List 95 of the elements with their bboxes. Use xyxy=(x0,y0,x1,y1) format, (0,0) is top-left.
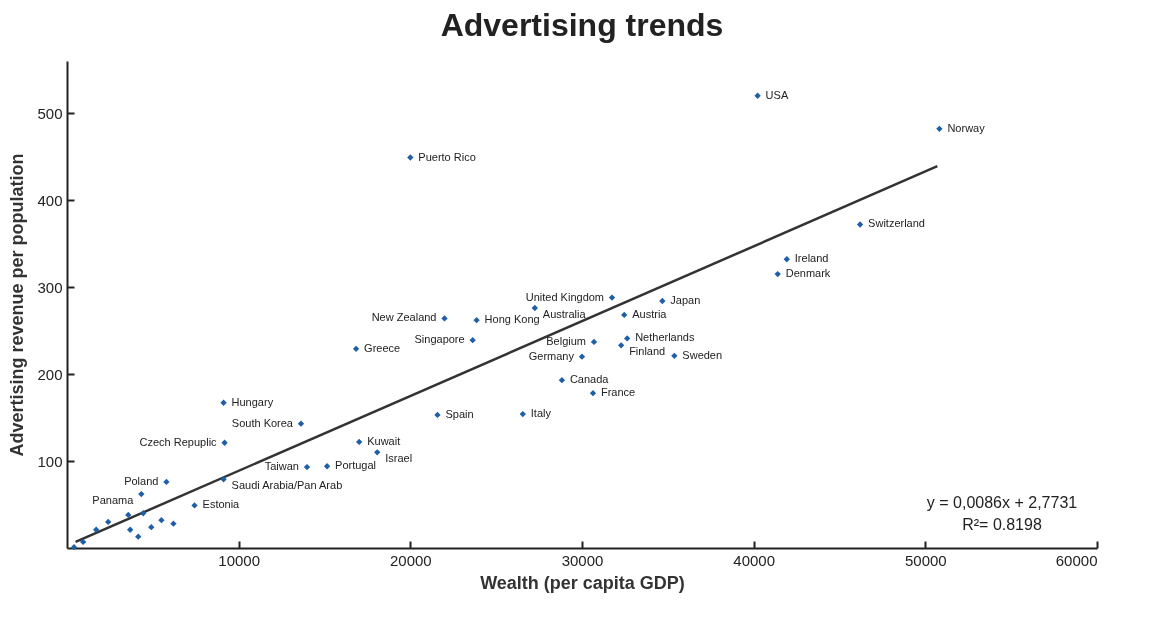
annotation: Italy xyxy=(530,407,552,420)
point xyxy=(617,342,625,349)
point xyxy=(441,315,448,322)
point xyxy=(93,526,100,533)
point xyxy=(352,345,360,353)
point xyxy=(621,311,628,319)
point xyxy=(608,294,616,301)
point xyxy=(783,256,790,263)
point xyxy=(659,297,666,305)
annotation: R²= 0.8198 xyxy=(962,516,1042,533)
annotation: Poland xyxy=(124,474,159,487)
point xyxy=(140,510,147,517)
point xyxy=(303,463,311,471)
point xyxy=(589,390,597,397)
annotation: Finland xyxy=(629,345,666,358)
point xyxy=(936,125,943,132)
x-tick-label: 60000 xyxy=(1055,551,1098,569)
point xyxy=(297,420,305,427)
point xyxy=(469,336,476,344)
annotation: Japan xyxy=(670,294,701,307)
point xyxy=(774,270,781,278)
y-axis-title: Advertising revenue per population xyxy=(7,153,28,457)
point xyxy=(473,316,480,324)
annotation: Kuwait xyxy=(367,434,401,447)
point xyxy=(105,518,112,526)
y-tick-label: 100 xyxy=(37,452,63,470)
annotation: Netherlands xyxy=(635,331,695,344)
x-axis-title: Wealth (per capita GDP) xyxy=(480,572,685,593)
point xyxy=(671,352,678,359)
x-tick-label: 20000 xyxy=(389,551,432,569)
point xyxy=(148,523,155,531)
point xyxy=(754,92,761,99)
point xyxy=(356,438,363,446)
annotation: France xyxy=(600,386,636,399)
annotation: Switzerland xyxy=(868,217,925,230)
point xyxy=(623,335,631,342)
point xyxy=(558,377,566,384)
annotation: Saudi Arabia/Pan Arab xyxy=(231,479,343,492)
annotation: Hungary xyxy=(231,395,274,408)
annotation: United Kingdom xyxy=(525,290,605,303)
annotation: Ireland xyxy=(794,252,829,265)
point xyxy=(220,476,227,483)
point xyxy=(79,538,87,546)
annotation: Austria xyxy=(632,307,668,320)
annotation: Greece xyxy=(364,341,401,354)
point xyxy=(125,511,132,519)
x-tick-label: 30000 xyxy=(561,551,604,569)
annotation: Australia xyxy=(542,307,587,320)
point xyxy=(374,449,381,456)
annotation: Estonia xyxy=(202,498,241,511)
point xyxy=(323,463,331,470)
point xyxy=(135,533,142,540)
point xyxy=(158,517,165,524)
annotation: Israel xyxy=(385,452,413,465)
annotation: USA xyxy=(765,88,789,101)
annotation: New Zealand xyxy=(371,311,437,324)
point xyxy=(407,154,414,161)
annotation: Belgium xyxy=(546,334,587,347)
y-tick-label: 500 xyxy=(37,104,63,122)
annotation: y = 0,0086x + 2,7731 xyxy=(926,494,1078,511)
point xyxy=(578,353,586,360)
annotation: Puerto Rico xyxy=(418,150,476,163)
x-tick-label: 10000 xyxy=(218,551,261,569)
annotation: Singapore xyxy=(414,333,465,346)
x-tick-label: 40000 xyxy=(733,551,776,569)
y-tick-label: 200 xyxy=(37,365,63,383)
annotation: Portugal xyxy=(335,459,377,472)
point xyxy=(519,410,526,418)
point xyxy=(220,399,227,406)
annotation: Spain xyxy=(445,407,474,420)
y-tick-label: 400 xyxy=(37,191,63,209)
point xyxy=(856,221,864,228)
y-tick-label: 300 xyxy=(37,278,63,296)
chart-title: Advertising trends xyxy=(440,7,724,43)
annotation: Czech Repuplic xyxy=(139,435,218,448)
annotation: Denmark xyxy=(785,267,831,280)
point xyxy=(434,411,441,419)
annotation: Norway xyxy=(947,121,986,134)
point xyxy=(138,490,145,498)
point xyxy=(531,304,538,312)
annotation: Panama xyxy=(92,494,135,507)
annotation: South Korea xyxy=(231,416,294,429)
annotation: Germany xyxy=(528,349,575,362)
point xyxy=(163,478,170,486)
annotation: Taiwan xyxy=(264,460,299,473)
point xyxy=(590,338,598,346)
point xyxy=(191,502,198,509)
x-tick-label: 50000 xyxy=(904,551,947,569)
point xyxy=(70,543,78,551)
annotation: Sweden xyxy=(682,348,723,361)
point xyxy=(127,526,134,533)
point xyxy=(170,520,177,527)
point xyxy=(221,439,228,446)
annotation: Canada xyxy=(569,373,610,386)
annotation: Hong Kong xyxy=(484,313,540,326)
